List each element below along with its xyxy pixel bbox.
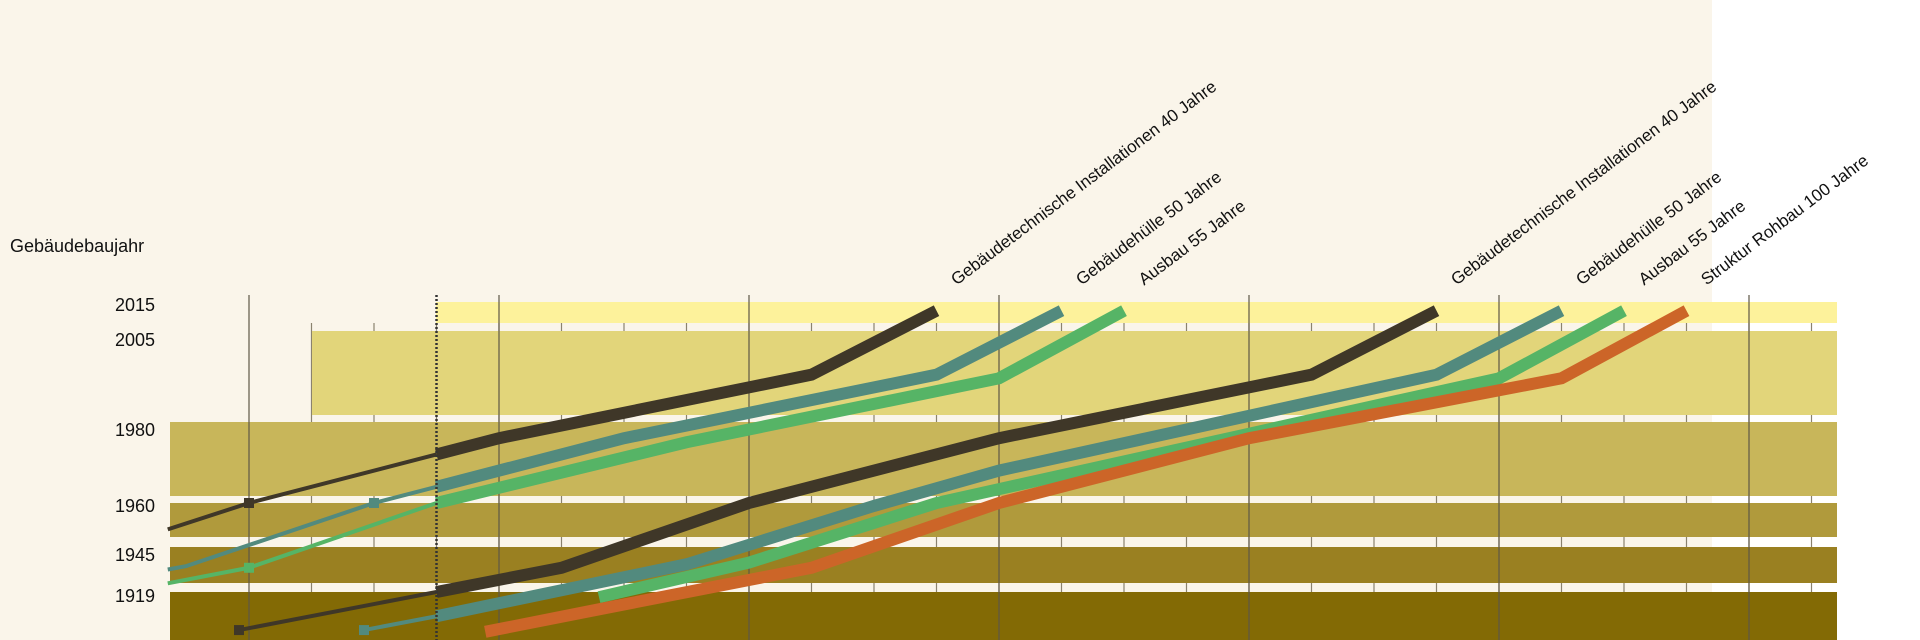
series-segment-thick [435, 305, 1440, 598]
y-tick-1945: 1945 [115, 545, 155, 565]
series-line [167, 305, 1127, 586]
band-1919 [170, 592, 1837, 640]
y-tick-2015: 2015 [115, 295, 155, 315]
y-tick-2005: 2005 [115, 330, 155, 350]
series-lines [167, 305, 1690, 638]
series-segment-thick [597, 305, 1627, 604]
series-marker [369, 498, 379, 508]
y-tick-1919: 1919 [115, 586, 155, 606]
y-tick-1960: 1960 [115, 496, 155, 516]
series-line [234, 305, 1440, 636]
y-tick-1980: 1980 [115, 420, 155, 440]
series-line [597, 305, 1627, 604]
band-1960 [170, 503, 1837, 537]
series-line [359, 305, 1565, 636]
band-1945 [170, 547, 1837, 583]
series-segment-thin [363, 614, 437, 633]
band-2015 [436, 302, 1837, 323]
y-axis-title: Gebäudebaujahr [10, 236, 144, 256]
series-segment-thick [434, 305, 940, 461]
series-segment-thin [167, 484, 438, 572]
series-marker [244, 498, 254, 508]
series-line [167, 305, 940, 532]
series-marker [359, 625, 369, 636]
series-segment-thick [434, 305, 1065, 493]
series-segment-thin [238, 590, 437, 633]
series-segment-thick [484, 305, 1690, 638]
series-marker [244, 562, 254, 573]
series-segment-thick [435, 305, 1127, 509]
series-segment-thick [435, 305, 1565, 623]
series-marker [234, 625, 244, 636]
series-line [167, 305, 1065, 572]
series-line [484, 305, 1690, 638]
